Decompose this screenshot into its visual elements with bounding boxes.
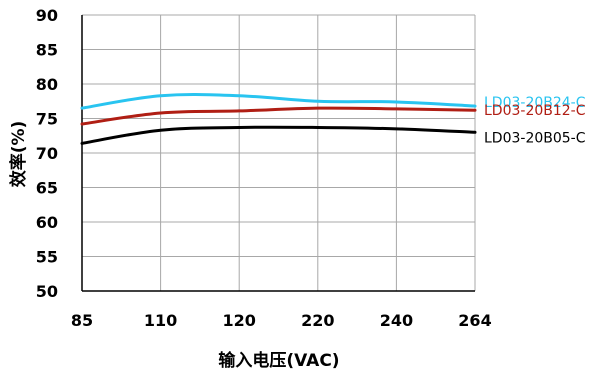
y-tick-label: 85 xyxy=(36,41,58,60)
x-tick-label: 220 xyxy=(301,311,334,330)
y-tick-label: 60 xyxy=(36,213,58,232)
y-tick-label: 90 xyxy=(36,6,58,25)
x-tick-label: 110 xyxy=(144,311,177,330)
series-label-2: LD03-20B05-C xyxy=(484,130,586,146)
series-line-1 xyxy=(80,106,477,126)
series-lines xyxy=(80,92,477,145)
x-tick-label: 85 xyxy=(71,311,93,330)
axes xyxy=(81,15,475,292)
y-tick-label: 50 xyxy=(36,282,58,301)
x-tick-label: 240 xyxy=(380,311,413,330)
y-tick-label: 75 xyxy=(36,110,58,129)
series-line-0 xyxy=(80,92,477,110)
series-label-0: LD03-20B24-C xyxy=(484,95,586,111)
y-axis-label: 效率(%) xyxy=(8,121,29,188)
y-tick-label: 80 xyxy=(36,75,58,94)
x-axis-label: 输入电压(VAC) xyxy=(218,350,339,371)
grid xyxy=(82,14,476,291)
series-line-2 xyxy=(80,125,477,145)
y-tick-label: 55 xyxy=(36,248,58,267)
y-tick-label: 65 xyxy=(36,179,58,198)
x-tick-label: 120 xyxy=(222,311,255,330)
y-tick-label: 70 xyxy=(36,144,58,163)
series-label-1: LD03-20B12-C xyxy=(484,103,586,119)
x-tick-label: 264 xyxy=(458,311,491,330)
tick-labels: 50 55 60 65 70 75 80 85 90 85 110 120 220 240 264 xyxy=(36,6,492,330)
